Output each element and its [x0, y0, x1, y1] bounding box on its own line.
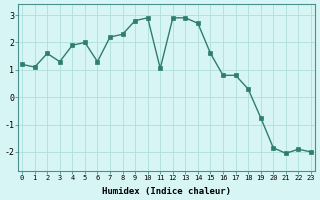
X-axis label: Humidex (Indice chaleur): Humidex (Indice chaleur) — [102, 187, 231, 196]
